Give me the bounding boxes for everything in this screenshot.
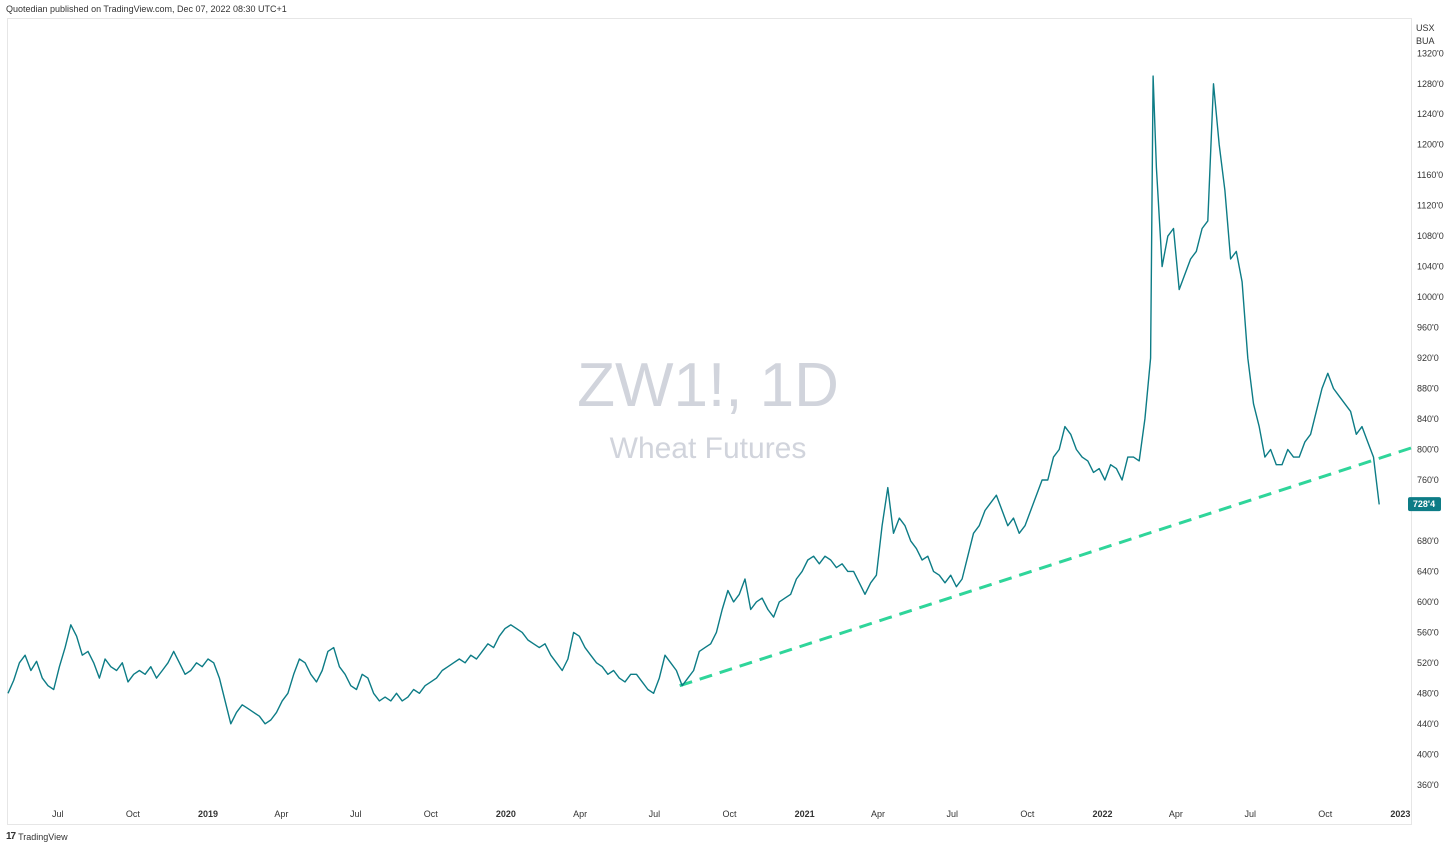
x-tick-label: Oct (1020, 809, 1035, 819)
x-tick-label: Oct (424, 809, 439, 819)
x-tick-label: Jul (649, 809, 661, 819)
brand-name: TradingView (18, 831, 68, 842)
x-tick-label: Oct (126, 809, 141, 819)
x-tick-label: Jul (350, 809, 362, 819)
currency-label: USX (1416, 23, 1435, 33)
last-price-tag: 728'4 (1408, 497, 1441, 512)
y-tick-label: 1200'0 (1417, 140, 1444, 150)
y-tick-label: 800'0 (1417, 445, 1439, 455)
y-tick-label: 840'0 (1417, 414, 1439, 424)
y-tick-label: 1280'0 (1417, 79, 1444, 89)
x-tick-label: 2023 (1390, 809, 1410, 819)
y-tick-label: 440'0 (1417, 719, 1439, 729)
y-tick-label: 1240'0 (1417, 109, 1444, 119)
y-tick-label: 1000'0 (1417, 292, 1444, 302)
x-axis[interactable]: Jul Oct 2019 Apr Jul Oct 2020 Apr Jul Oct 2021 Apr J… (52, 809, 1410, 819)
y-tick-label: 880'0 (1417, 384, 1439, 394)
x-tick-label: Oct (722, 809, 737, 819)
x-tick-label: Apr (1169, 809, 1183, 819)
x-tick-label: Jul (1244, 809, 1256, 819)
y-tick-label: 1080'0 (1417, 231, 1444, 241)
last-price-box (1408, 497, 1441, 512)
x-tick-label: Apr (573, 809, 587, 819)
x-tick-label: 2020 (496, 809, 516, 819)
y-tick-label: 760'0 (1417, 475, 1439, 485)
y-tick-label: 1160'0 (1417, 170, 1443, 180)
y-tick-label: 1120'0 (1417, 201, 1443, 211)
x-tick-label: Jul (52, 809, 64, 819)
y-tick-label: 600'0 (1417, 597, 1439, 607)
chart-frame (7, 18, 1412, 825)
plot-area (7, 75, 1412, 725)
name-watermark: Wheat Futures (610, 432, 807, 465)
x-tick-label: 2019 (198, 809, 218, 819)
last-price-label: 728'4 (1413, 499, 1435, 509)
symbol-watermark: ZW1!, 1D (577, 351, 839, 420)
y-tick-label: 920'0 (1417, 353, 1439, 363)
y-tick-label: 680'0 (1417, 536, 1439, 546)
y-tick-label: 400'0 (1417, 749, 1439, 759)
x-tick-label: Oct (1318, 809, 1333, 819)
x-tick-label: Apr (871, 809, 885, 819)
y-tick-label: 960'0 (1417, 323, 1439, 333)
y-tick-label: 480'0 (1417, 688, 1439, 698)
y-tick-label: 1040'0 (1417, 262, 1444, 272)
x-tick-label: Apr (274, 809, 288, 819)
y-tick-label: 1320'0 (1417, 48, 1444, 58)
publisher-line: Quotedian published on TradingView.com, … (6, 4, 287, 14)
x-tick-label: Jul (947, 809, 959, 819)
support-trendline[interactable] (679, 446, 1412, 688)
footer: 17 TradingView (6, 831, 68, 842)
y-tick-label: 560'0 (1417, 627, 1439, 637)
x-tick-label: 2022 (1092, 809, 1112, 819)
x-tick-label: 2021 (795, 809, 815, 819)
y-tick-label: 640'0 (1417, 566, 1439, 576)
y-tick-label: 520'0 (1417, 658, 1439, 668)
y-axis[interactable]: 360'0 400'0 440'0 480'0 520'0 560'0 600'0 640'0… (1417, 48, 1444, 790)
y-tick-label: 360'0 (1417, 780, 1439, 790)
unit-label: BUA (1416, 36, 1435, 46)
price-series-line[interactable] (7, 75, 1380, 725)
tradingview-logo-icon: 17 (6, 831, 16, 842)
